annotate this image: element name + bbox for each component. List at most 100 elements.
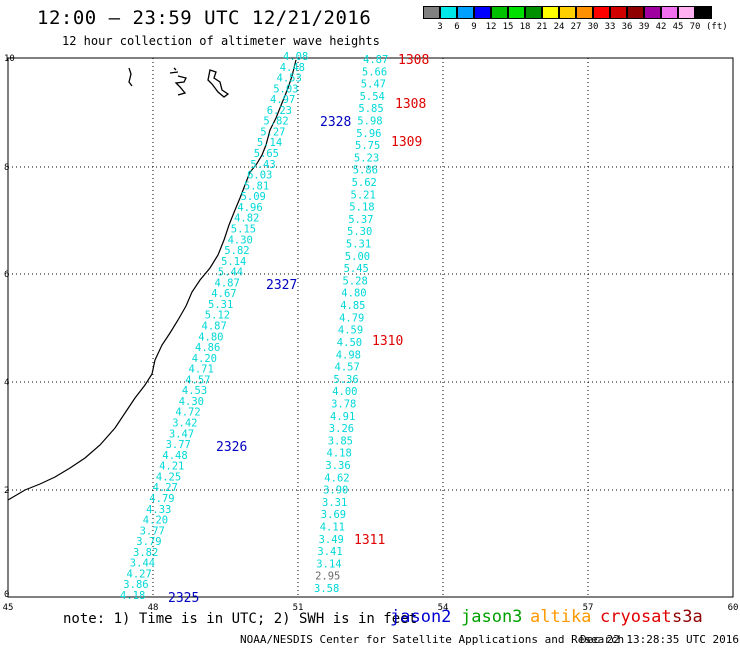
- legend-label: 18: [519, 22, 531, 32]
- legend-label: 15: [502, 22, 514, 32]
- wave-height-value: 4.59: [338, 325, 363, 337]
- wave-height-value: 4.96: [237, 202, 262, 214]
- wave-height-value: 3.85: [328, 435, 353, 447]
- wave-height-value: 3.36: [325, 460, 350, 472]
- wave-height-value: 5.23: [354, 152, 379, 164]
- coastline: [7, 59, 297, 501]
- y-tick-label: 0: [4, 590, 9, 600]
- x-tick-label: 54: [438, 603, 449, 613]
- x-tick-label: 48: [148, 603, 159, 613]
- wave-height-value: 5.31: [208, 299, 233, 311]
- wave-height-value: 5.15: [231, 224, 256, 236]
- wave-height-value: 5.43: [250, 159, 275, 171]
- track-2325-2328: 4.183.864.273.443.823.793.774.204.334.79…: [120, 51, 308, 602]
- wave-height-value: 5.12: [205, 310, 230, 322]
- wave-height-value: 5.00: [345, 251, 370, 263]
- wave-height-value: 5.21: [351, 189, 376, 201]
- wave-height-value: 3.26: [329, 423, 354, 435]
- wave-height-value: 5.82: [224, 245, 249, 257]
- wave-height-value: 4.48: [162, 450, 187, 462]
- wave-height-value: 4.48: [280, 62, 305, 74]
- wave-height-value: 3.77: [166, 439, 191, 451]
- wave-height-value: 3.47: [169, 428, 194, 440]
- legend-label: 9: [471, 22, 477, 32]
- wave-height-value: 4.27: [153, 482, 178, 494]
- wave-height-value: 4.20: [192, 353, 217, 365]
- wave-height-value: 4.20: [143, 515, 168, 527]
- legend-swatch: [542, 6, 559, 19]
- legend-label: 21: [536, 22, 548, 32]
- wave-height-value: 5.28: [343, 275, 368, 287]
- y-tick-label: 10: [4, 54, 15, 64]
- legend-swatch: [678, 6, 695, 19]
- rev-number-label: 1308: [398, 53, 429, 68]
- wave-height-value: 4.08: [283, 51, 308, 63]
- wave-height-value: 5.30: [347, 226, 372, 238]
- legend-swatch: [627, 6, 644, 19]
- y-tick-label: 6: [4, 270, 9, 280]
- wave-height-value: 4.86: [195, 342, 220, 354]
- legend-unit: (ft): [706, 22, 728, 32]
- y-tick-label: 4: [4, 378, 9, 388]
- wave-height-value: 5.75: [355, 140, 380, 152]
- wave-height-value: 4.18: [327, 448, 352, 460]
- gridlines: [8, 58, 733, 597]
- legend-swatch: [644, 6, 661, 19]
- map-frame: [7, 57, 734, 598]
- island-shape: [169, 67, 187, 96]
- legend-label: 42: [655, 22, 667, 32]
- wave-height-value: 4.97: [270, 94, 295, 106]
- wave-height-value: 5.45: [344, 263, 369, 275]
- satellite-label-cryosat: cryosat: [600, 607, 672, 627]
- wave-height-value: 4.79: [339, 312, 364, 324]
- legend-swatch: [457, 6, 474, 19]
- wave-height-value: 4.30: [179, 396, 204, 408]
- legend-swatch: [508, 6, 525, 19]
- legend-label: 24: [553, 22, 565, 32]
- wave-height-value: 5.81: [244, 180, 269, 192]
- rev-number-label: 1310: [372, 334, 403, 349]
- wave-height-value: 4.87: [215, 277, 240, 289]
- legend-swatch: [593, 6, 610, 19]
- wave-height-value: 4.57: [335, 362, 360, 374]
- wave-height-value: 3.14: [316, 558, 341, 570]
- legend-swatch: [474, 6, 491, 19]
- wave-height-value: 4.53: [277, 73, 302, 85]
- legend-swatch: [695, 6, 712, 19]
- wave-height-value: 5.36: [333, 374, 358, 386]
- y-tick-label: 2: [4, 486, 9, 496]
- legend-label: 3: [437, 22, 443, 32]
- chart-title: 12:00 – 23:59 UTC 12/21/2016: [37, 7, 372, 29]
- legend-swatch: [525, 6, 542, 19]
- legend-swatch: [576, 6, 593, 19]
- axis-ticks: 45 48 51 54 57 60 0 2 4 6 8 10: [3, 54, 739, 613]
- rev-number-label: 2325: [168, 591, 199, 606]
- island-shape: [128, 67, 133, 87]
- legend-swatch: [423, 6, 440, 19]
- wave-height-value: 5.31: [346, 239, 371, 251]
- wave-height-value: 3.41: [317, 546, 342, 558]
- wave-height-value: 5.03: [273, 83, 298, 95]
- wave-height-value: 5.98: [357, 116, 382, 128]
- island-shape: [207, 69, 230, 98]
- legend-label: 12: [485, 22, 497, 32]
- y-tick-label: 8: [4, 163, 9, 173]
- legend-label: 70: [689, 22, 701, 32]
- wave-height-value: 5.47: [361, 79, 386, 91]
- rev-number-label: 2328: [320, 115, 351, 130]
- wave-height-value: 4.25: [156, 471, 181, 483]
- legend-swatch: [610, 6, 627, 19]
- wave-height-value: 3.31: [322, 497, 347, 509]
- satellite-label-jason3: jason3: [461, 607, 523, 627]
- wave-height-value: 4.67: [211, 288, 236, 300]
- wave-height-value: 4.80: [341, 288, 366, 300]
- wave-height-value: 3.78: [331, 399, 356, 411]
- wave-height-value: 5.65: [254, 148, 279, 160]
- wave-height-value: 5.09: [241, 191, 266, 203]
- wave-height-value: 5.14: [257, 137, 282, 149]
- wave-height-value: 4.00: [332, 386, 357, 398]
- wave-height-value: 4.33: [146, 504, 171, 516]
- legend-swatch: [440, 6, 457, 19]
- rev-number-label: 1309: [391, 135, 422, 150]
- track-1308-1311: 3.582.953.143.413.494.113.693.313.904.62…: [314, 54, 388, 595]
